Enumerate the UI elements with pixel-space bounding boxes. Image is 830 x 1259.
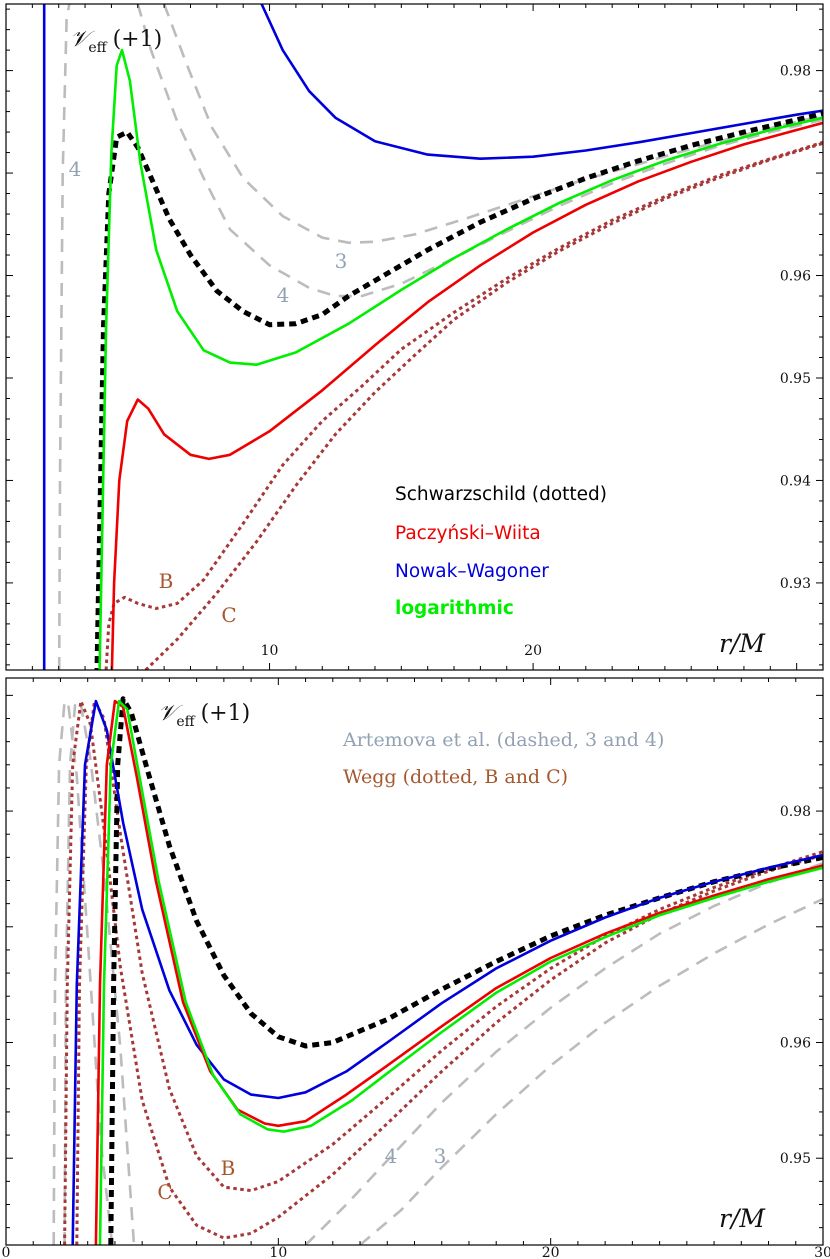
y-tick-label: 0.98 xyxy=(780,64,811,80)
series-wegg-c xyxy=(63,699,823,1245)
y-tick-label: 0.94 xyxy=(780,473,811,489)
curve-label-wegg-c: C xyxy=(221,603,236,627)
y-tick-label: 0.93 xyxy=(780,576,811,592)
series-wegg-c xyxy=(144,141,823,670)
x-tick-label: 10 xyxy=(269,1245,287,1259)
x-tick-label: 20 xyxy=(524,643,542,659)
legend-entry-artemova: Artemova et al. (dashed, 3 and 4) xyxy=(342,729,664,751)
y-tick-label: 0.96 xyxy=(780,1036,811,1052)
y-axis-label-sub: eff xyxy=(176,714,195,730)
series-schwarzschild xyxy=(94,111,823,670)
curve-label-artemova-4: 4 xyxy=(69,157,82,181)
y-tick-label: 0.98 xyxy=(780,804,811,820)
series-artemova-outer xyxy=(52,699,114,1245)
y-axis-label: 𝒱eff (+1) xyxy=(70,27,162,56)
curve-label-wegg-b: B xyxy=(221,1156,236,1180)
curves xyxy=(42,4,823,670)
curve-label-artemova-3: 3 xyxy=(335,249,348,273)
x-tick-label: 10 xyxy=(261,643,279,659)
curves xyxy=(52,696,823,1245)
legend-entry-logarithmic: logarithmic xyxy=(395,598,514,619)
y-axis-label: 𝒱eff (+1) xyxy=(158,701,250,730)
series-wegg-b xyxy=(104,140,823,670)
x-tick-label: 0 xyxy=(2,1245,11,1259)
series-artemova-4-lower- xyxy=(136,4,823,298)
legend-entry-wegg: Wegg (dotted, B and C) xyxy=(343,766,568,788)
series-artemova-4 xyxy=(304,861,823,1245)
legend-entry-schwarzschild: Schwarzschild (dotted) xyxy=(395,484,607,505)
legend-entry-nowak-wagoner: Nowak–Wagoner xyxy=(395,561,549,582)
y-tick-label: 0.96 xyxy=(780,269,811,285)
x-axis-label: r/M xyxy=(719,629,766,658)
series-nowak-wagoner xyxy=(71,699,823,1245)
y-tick-label: 0.95 xyxy=(780,1151,811,1167)
y-axis-label-suffix: (+1) xyxy=(201,701,251,726)
x-axis-label: r/M xyxy=(719,1204,766,1233)
curve-label-artemova-4: 4 xyxy=(277,283,290,307)
series-logarithmic xyxy=(98,48,823,670)
series-paczy-ski-wiita xyxy=(94,699,823,1245)
curve-label-artemova-3: 3 xyxy=(434,1144,447,1168)
y-tick-label: 0.95 xyxy=(780,371,811,387)
series-nowak-wagoner xyxy=(260,4,823,160)
series-logarithmic xyxy=(98,699,823,1245)
curve-label-wegg-b: B xyxy=(159,569,174,593)
x-tick-label: 30 xyxy=(814,1245,830,1259)
series-artemova-3 xyxy=(359,897,823,1245)
series-artemova-3 xyxy=(162,4,823,244)
series-artemova-4-upper- xyxy=(57,4,71,670)
series-paczy-ski-wiita xyxy=(110,121,823,670)
x-tick-label: 20 xyxy=(542,1245,560,1259)
curve-label-artemova-4: 4 xyxy=(385,1144,398,1168)
y-axis-label-suffix: (+1) xyxy=(113,27,163,52)
y-axis-label-sub: eff xyxy=(88,40,107,56)
series-schwarzschild xyxy=(108,696,823,1245)
legend-entry-paczynski-wiita: Paczyński–Wiita xyxy=(395,523,541,544)
curve-label-wegg-c: C xyxy=(157,1180,172,1204)
